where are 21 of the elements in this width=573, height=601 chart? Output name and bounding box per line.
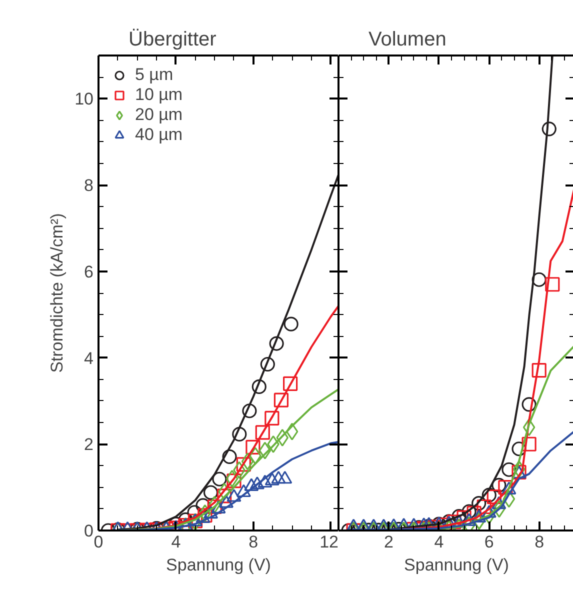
x-axis-title: Spannung (V) — [404, 556, 509, 574]
y-tick-label: 10 — [74, 90, 94, 109]
x-tick-label: 4 — [434, 532, 444, 552]
chart-title: Volumen — [368, 28, 446, 50]
x-tick-label: 2 — [384, 532, 394, 552]
legend-label: 40 µm — [135, 125, 183, 145]
y-tick-label: 4 — [84, 348, 94, 368]
x-tick-label: 8 — [248, 532, 258, 552]
legend-label: 5 µm — [135, 65, 174, 85]
x-tick-label: 12 — [320, 532, 339, 552]
legend-label: 20 µm — [135, 105, 183, 125]
y-axis-title: Stromdichte (kA/cm²) — [48, 213, 67, 373]
legend-label: 10 µm — [135, 85, 183, 105]
y-tick-label: 8 — [84, 176, 94, 196]
y-tick-label: 6 — [84, 262, 94, 282]
x-axis-title: Spannung (V) — [166, 556, 271, 574]
y-tick-label: 2 — [84, 435, 94, 454]
x-tick-label: 4 — [171, 532, 181, 552]
x-tick-label: 6 — [484, 532, 494, 552]
chart-title: Übergitter — [128, 28, 217, 50]
x-tick-label: 8 — [534, 532, 544, 552]
